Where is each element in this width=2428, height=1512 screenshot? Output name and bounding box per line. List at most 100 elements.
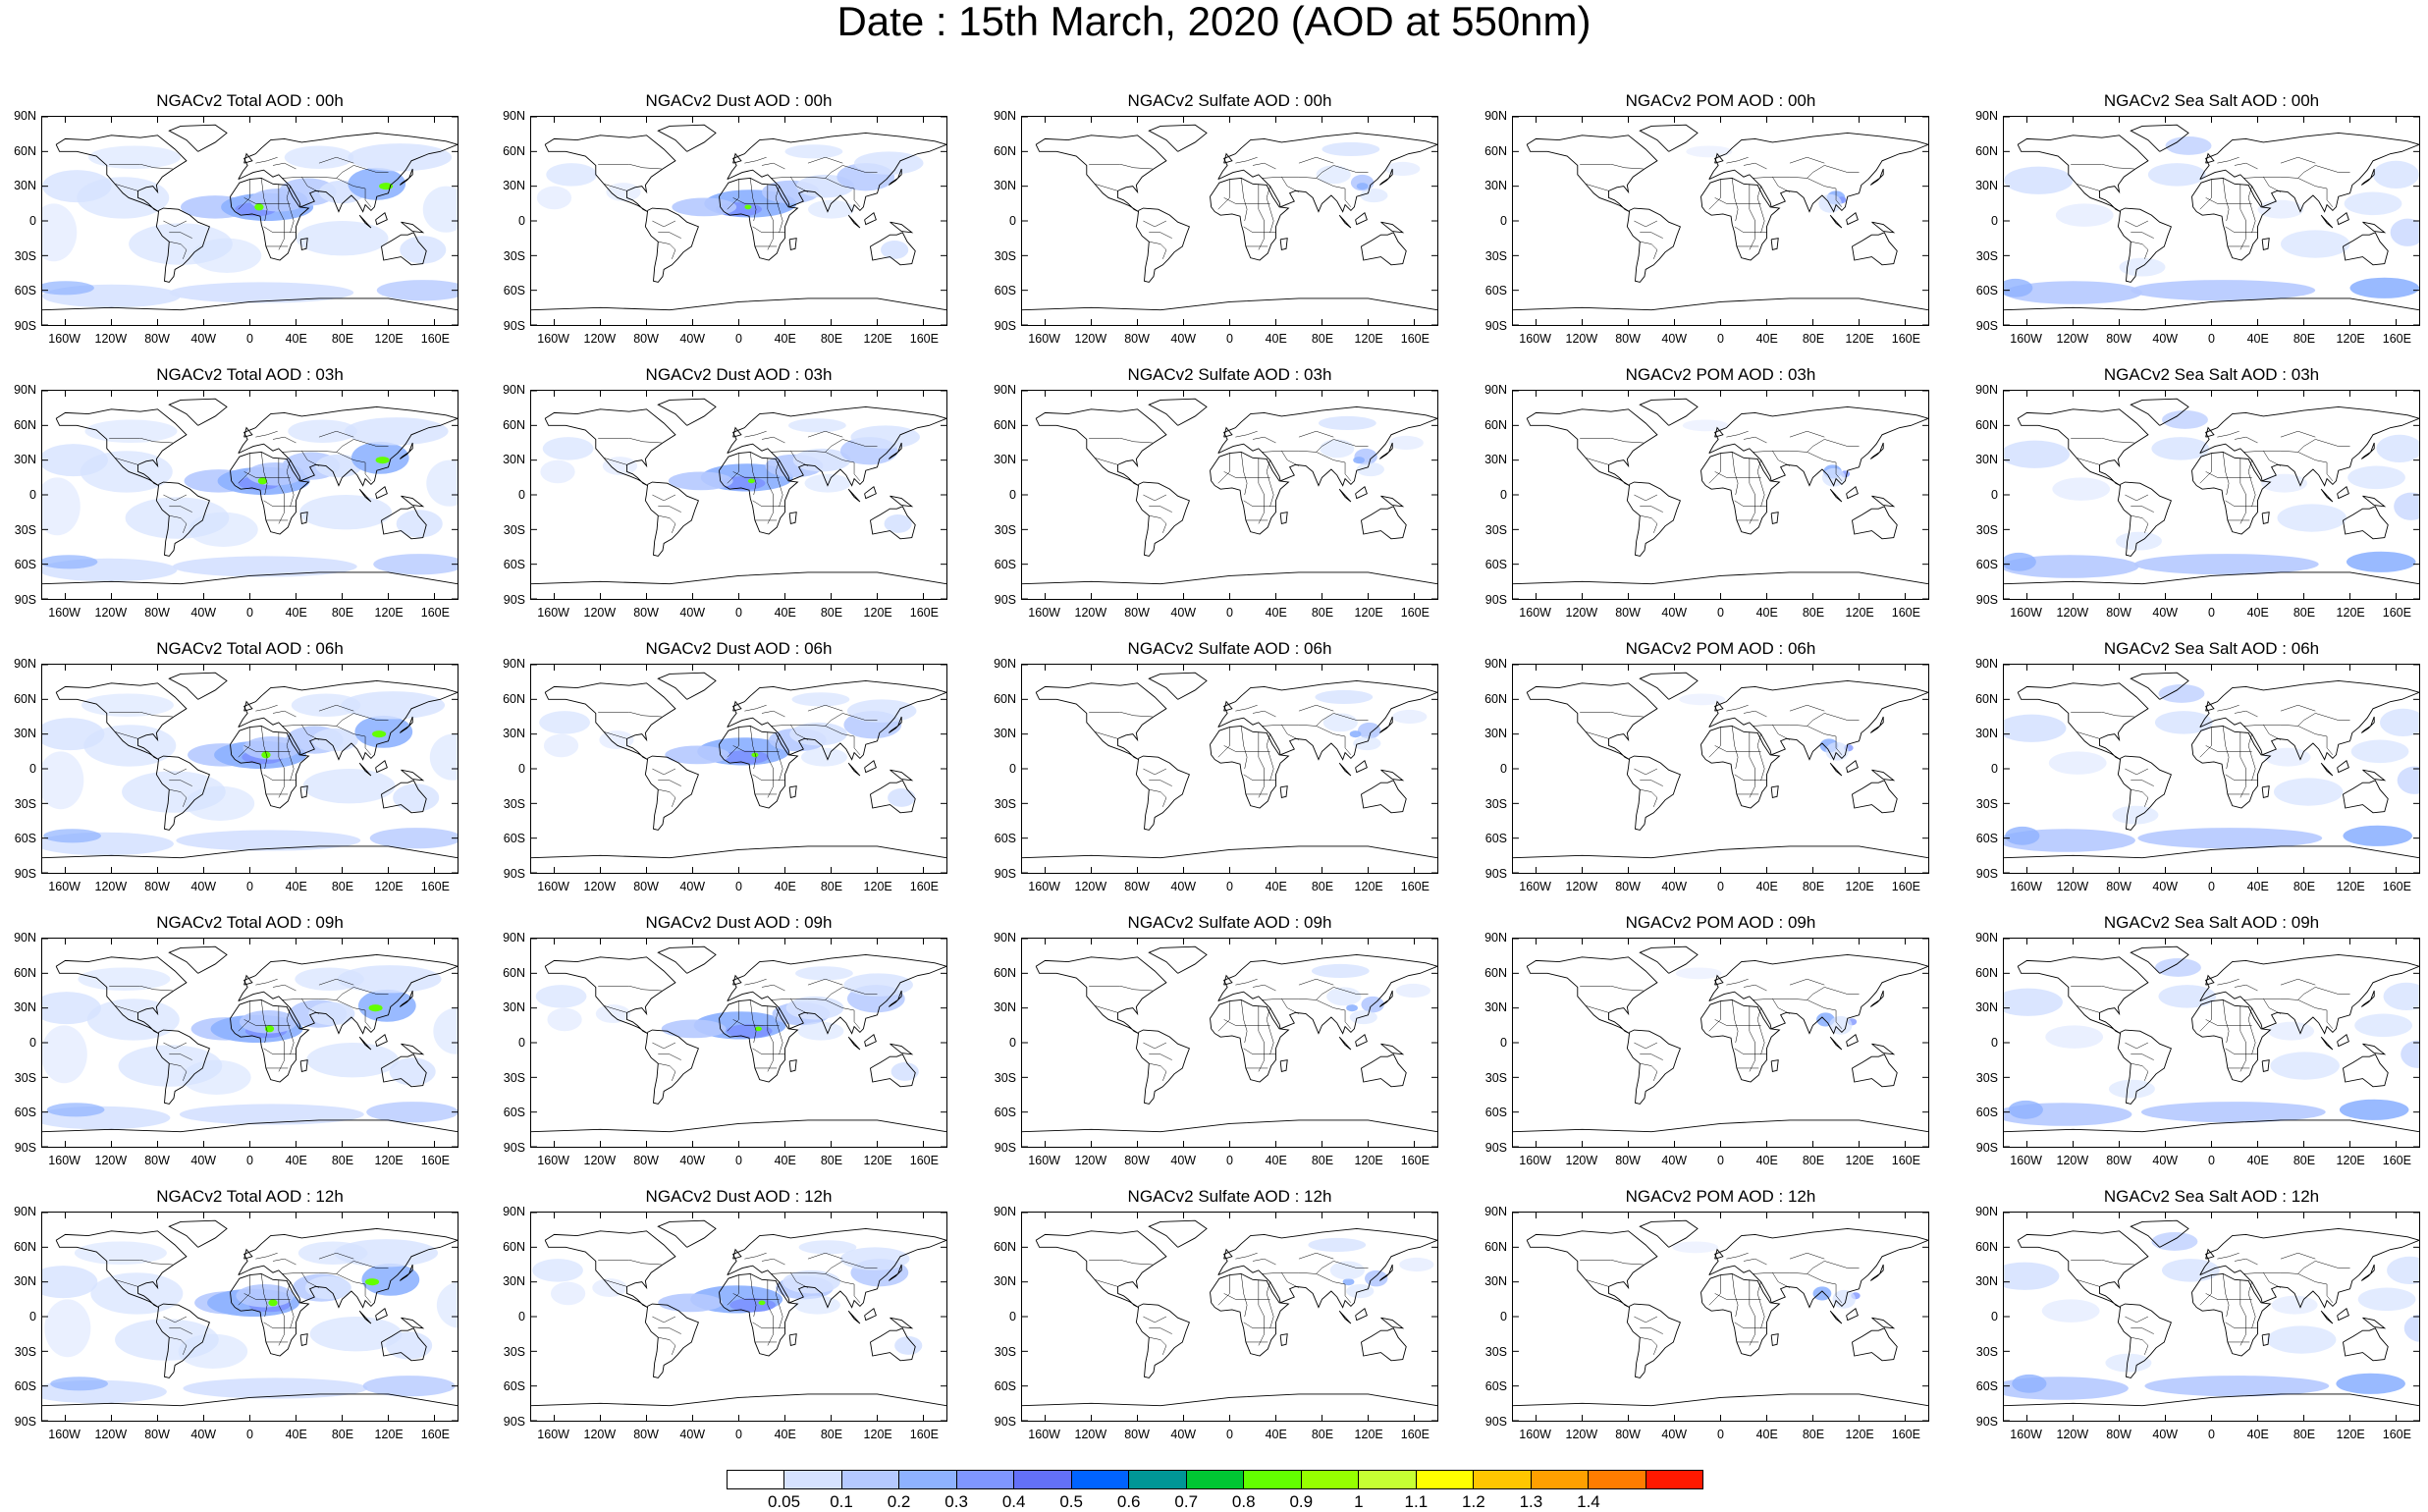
longitude-label: 80W [1124,1428,1150,1441]
latitude-label: 90N [1484,383,1507,397]
aod-patch [2004,166,2074,194]
coastline [2130,398,2189,426]
aod-patch [2115,531,2162,551]
country-border [744,978,767,986]
aod-patch [2281,230,2350,258]
latitude-label: 90S [14,867,36,881]
country-border [1243,774,1276,782]
aod-patch [379,183,394,190]
longitude-label: 40W [1170,606,1197,620]
longitude-label: 40W [2152,880,2179,893]
country-border [658,514,676,533]
latitude-label: 60N [503,1239,525,1254]
aod-patch [81,693,174,717]
coastline [1871,1317,1896,1329]
aod-patch [788,418,846,433]
coastline [2261,785,2270,798]
coastline [657,124,717,152]
coastline [544,956,676,1034]
latitude-label: 30N [1484,727,1507,741]
country-border [2076,731,2100,739]
aod-patch [284,145,354,169]
longitude-label: 160E [2382,332,2411,346]
coastline [1871,495,1896,508]
panel-title: NGACv2 POM AOD : 12h [1625,1187,1816,1206]
country-border [744,704,767,712]
longitude-label: 160E [1891,1154,1920,1167]
coastline [2360,168,2375,186]
aod-patch [236,1284,295,1308]
map-plot-area [1512,116,1929,326]
country-border [1634,1316,1658,1323]
country-border [603,184,627,191]
aod-patch [1316,165,1351,185]
longitude-label: 40W [1170,332,1197,346]
aod-patch [592,1278,627,1297]
aod-patch [2394,492,2419,520]
country-border [1756,186,1765,233]
latitude-label: 0 [518,1310,525,1323]
aod-patch [2144,1376,2330,1397]
coastline [1513,1393,1928,1407]
aod-patch [2273,778,2344,806]
coastline [55,956,188,1034]
country-border [2222,1273,2230,1318]
coastline [2343,780,2389,814]
longitude-label: 0 [1717,880,1724,893]
country-border [1634,1042,1658,1050]
longitude-label: 40E [1755,332,1778,346]
coastline [1223,1248,1233,1260]
coastline [2004,571,2419,585]
axis-ticks [2004,391,2419,599]
coastline [401,1317,425,1329]
aod-patch [2008,1100,2043,1119]
aod-patch [804,473,851,493]
aerosol-field [536,144,924,259]
aod-patch [389,1057,436,1086]
colorbar-label: 0.9 [1289,1492,1314,1511]
coastline [732,974,742,986]
country-border [2199,453,2212,484]
latitude-label: 60N [994,691,1016,706]
aod-patch [726,1024,773,1039]
latitude-label: 60N [503,691,525,706]
latitude-label: 60S [1484,558,1507,572]
coastline [2117,1303,2172,1378]
coastline [1210,1272,1290,1357]
aod-patch [2266,1325,2337,1354]
longitude-label: 40W [679,1154,706,1167]
coastline [1869,990,1884,1007]
coastline [2017,408,2149,486]
colorbar-label: 0.6 [1116,1492,1141,1511]
country-border [2225,1322,2258,1329]
aod-patch [2257,199,2304,219]
latitude-label: 90N [1484,1205,1507,1218]
country-border [767,731,774,798]
coastline [230,177,310,261]
axis-ticks [42,391,458,599]
coastline [1846,212,1859,226]
country-border [1089,985,1153,992]
country-border [1835,736,1843,755]
latitude-label: 0 [1009,762,1016,776]
colorbar-swatch [728,1471,785,1488]
aod-patch [658,1293,724,1313]
country-border [1258,458,1265,524]
panel-title: NGACv2 Sea Salt AOD : 03h [2103,365,2320,384]
aod-patch [2005,826,2040,845]
country-border [336,713,389,727]
latitude-label: 30S [1975,796,1998,811]
coastline [358,1310,372,1324]
aod-patch [2137,828,2323,849]
aod-patch [84,419,178,443]
coastlines [2004,1219,2419,1407]
country-border [1344,1010,1352,1029]
aod-patch [546,163,597,187]
longitude-label: 160W [48,1428,81,1441]
map-plot-area [1512,938,1929,1148]
longitude-label: 0 [1226,332,1233,346]
aod-patch [341,691,446,720]
country-border [1316,439,1369,453]
longitude-label: 160E [2382,880,2411,893]
country-border [2247,459,2256,507]
